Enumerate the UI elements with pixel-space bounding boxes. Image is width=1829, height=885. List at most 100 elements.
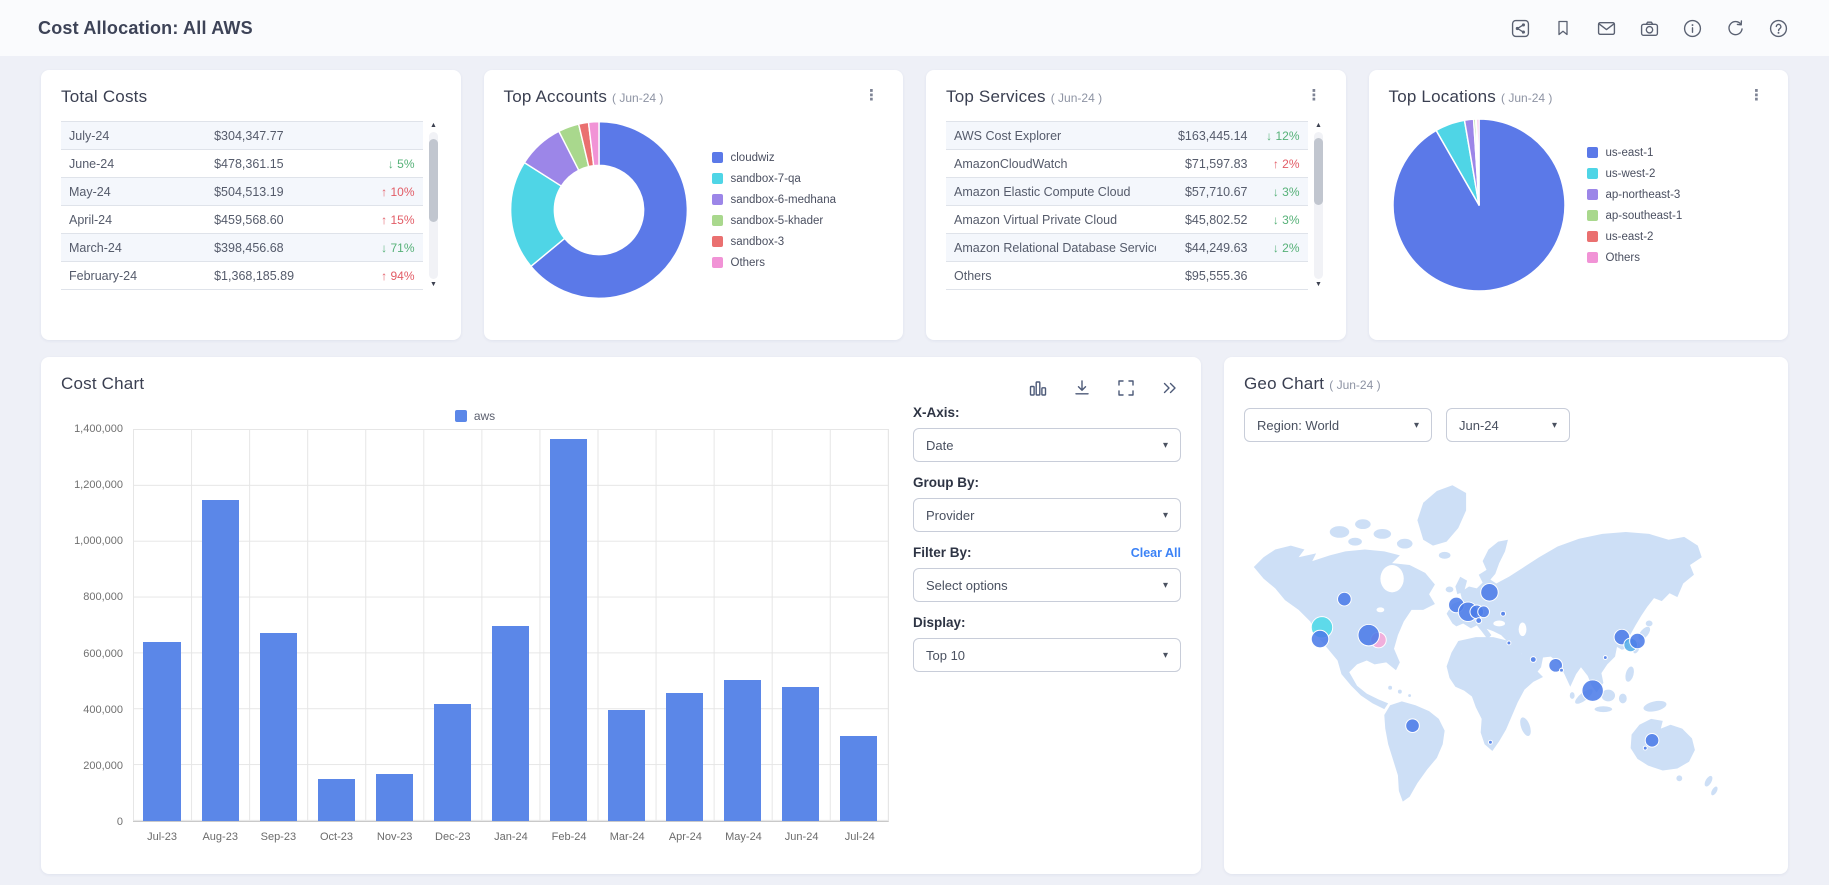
filter-by-select[interactable]: Select options ▾ [913, 568, 1181, 602]
table-row: Amazon Virtual Private Cloud $45,802.52 ↓ … [946, 206, 1308, 234]
x-tick-label: Aug-23 [202, 831, 238, 843]
table-row: March-24 $398,456.68 ↓ 71% [61, 234, 423, 262]
bookmark-icon[interactable] [1552, 17, 1574, 39]
bar[interactable] [143, 642, 181, 821]
change-badge: ↓ 2% [1272, 240, 1300, 255]
bar[interactable] [433, 703, 471, 821]
bar[interactable] [607, 709, 646, 821]
bar[interactable] [549, 438, 588, 821]
top-services-scrollbar[interactable]: ▲ ▼ [1312, 121, 1326, 290]
display-label: Display: [913, 615, 966, 630]
pie-slice[interactable] [1391, 118, 1566, 292]
pie-slice[interactable] [587, 120, 600, 167]
table-row: July-24 $304,347.77 [61, 122, 423, 150]
table-row: February-24 $1,368,185.89 ↑ 94% [61, 262, 423, 290]
clear-all-link[interactable]: Clear All [1130, 545, 1181, 560]
scroll-up-icon[interactable]: ▲ [430, 122, 437, 129]
geo-bubble[interactable] [1475, 617, 1483, 624]
x-tick-label: Oct-23 [319, 831, 353, 843]
group-by-select[interactable]: Provider ▾ [913, 498, 1181, 532]
cost-chart-toolbar [1027, 377, 1181, 399]
geo-bubble[interactable] [1548, 658, 1563, 673]
kebab-menu-icon[interactable]: ⋮ [1306, 87, 1322, 104]
geo-map [1244, 456, 1768, 826]
total-costs-scrollbar[interactable]: ▲ ▼ [427, 121, 441, 290]
download-icon[interactable] [1071, 377, 1093, 399]
bar[interactable] [782, 687, 820, 821]
chevron-down-icon: ▾ [1551, 419, 1557, 431]
accounts-donut-chart[interactable] [504, 115, 694, 305]
table-row: Others $95,555.36 [946, 262, 1308, 290]
x-tick-label: Nov-23 [376, 831, 413, 843]
geo-month-select[interactable]: Jun-24 ▾ [1446, 408, 1570, 442]
scroll-up-icon[interactable]: ▲ [1315, 122, 1322, 129]
panel-period: ( Jun-24 ) [1050, 91, 1103, 105]
x-axis-select[interactable]: Date ▾ [913, 428, 1181, 462]
share-icon[interactable] [1509, 17, 1531, 39]
fullscreen-icon[interactable] [1115, 377, 1137, 399]
geo-bubble[interactable] [1529, 656, 1537, 663]
chevron-down-icon: ▾ [1162, 649, 1168, 661]
help-icon[interactable] [1767, 17, 1789, 39]
geo-bubble[interactable] [1500, 610, 1506, 617]
collapse-icon[interactable] [1159, 377, 1181, 399]
top-services-table: AWS Cost Explorer $163,445.14 ↓ 12% AmazonC… [946, 121, 1308, 290]
table-row: Amazon Relational Database Service $44,24… [946, 234, 1308, 262]
geo-bubble[interactable] [1477, 605, 1490, 619]
locations-pie-chart[interactable] [1389, 115, 1569, 295]
top-bar-actions [1509, 17, 1789, 39]
geo-bubble[interactable] [1357, 623, 1380, 647]
bar[interactable] [840, 736, 878, 821]
geo-bubble[interactable] [1405, 718, 1420, 734]
pie-slice[interactable] [1475, 118, 1480, 206]
panel-title: Top Locations [1388, 87, 1497, 106]
scroll-down-icon[interactable]: ▼ [1315, 281, 1322, 288]
kebab-menu-icon[interactable]: ⋮ [1749, 87, 1764, 104]
kebab-menu-icon[interactable]: ⋮ [864, 87, 879, 104]
mail-icon[interactable] [1595, 17, 1617, 39]
geo-bubble[interactable] [1480, 583, 1499, 602]
bar-chart: aws 1,400,000 1,200,000 1,000,000 800,000 60… [61, 403, 889, 843]
chart-type-icon[interactable] [1027, 377, 1049, 399]
camera-icon[interactable] [1638, 17, 1660, 39]
bar[interactable] [317, 779, 355, 821]
geo-bubble[interactable] [1506, 640, 1512, 646]
geo-bubble[interactable] [1581, 679, 1604, 702]
group-by-label: Group By: [913, 475, 979, 490]
scroll-down-icon[interactable]: ▼ [430, 281, 437, 288]
table-row: June-24 $478,361.15 ↓ 5% [61, 150, 423, 178]
y-tick-label: 1,200,000 [74, 479, 123, 492]
refresh-icon[interactable] [1724, 17, 1746, 39]
pie-slice[interactable] [529, 120, 688, 300]
geo-bubble[interactable] [1337, 591, 1352, 607]
geo-bubble[interactable] [1310, 629, 1330, 649]
geo-bubble[interactable] [1642, 745, 1648, 751]
bar[interactable] [375, 773, 413, 821]
bar[interactable] [724, 680, 762, 821]
change-badge: ↑ 94% [381, 268, 415, 283]
top-services-panel: Top Services ( Jun-24 ) ⋮ AWS Cost Explor… [926, 70, 1346, 340]
top-locations-panel: Top Locations ( Jun-24 ) ⋮ us-east-1 us-we… [1368, 70, 1788, 340]
chevron-down-icon: ▾ [1162, 579, 1168, 591]
y-tick-label: 0 [116, 816, 123, 828]
geo-bubble[interactable] [1644, 733, 1660, 748]
display-select[interactable]: Top 10 ▾ [913, 638, 1181, 672]
legend-item: us-east-1 [1586, 147, 1683, 159]
bar[interactable] [666, 692, 704, 821]
y-axis: 1,400,000 1,200,000 1,000,000 800,000 600,00… [61, 423, 133, 828]
bar[interactable] [491, 625, 529, 821]
legend-item: cloudwiz [711, 152, 837, 164]
x-tick-label: Jul-24 [844, 831, 875, 843]
info-icon[interactable] [1681, 17, 1703, 39]
change-badge: ↓ 3% [1272, 212, 1300, 227]
geo-bubble[interactable] [1559, 667, 1564, 673]
geo-bubble[interactable] [1487, 739, 1493, 745]
region-select[interactable]: Region: World ▾ [1244, 408, 1432, 442]
change-badge: ↓ 12% [1266, 128, 1300, 143]
geo-bubble[interactable] [1629, 632, 1646, 650]
x-tick-label: Jun-24 [784, 831, 819, 843]
geo-bubble[interactable] [1602, 655, 1608, 660]
bar[interactable] [201, 499, 239, 821]
bar[interactable] [259, 633, 297, 821]
